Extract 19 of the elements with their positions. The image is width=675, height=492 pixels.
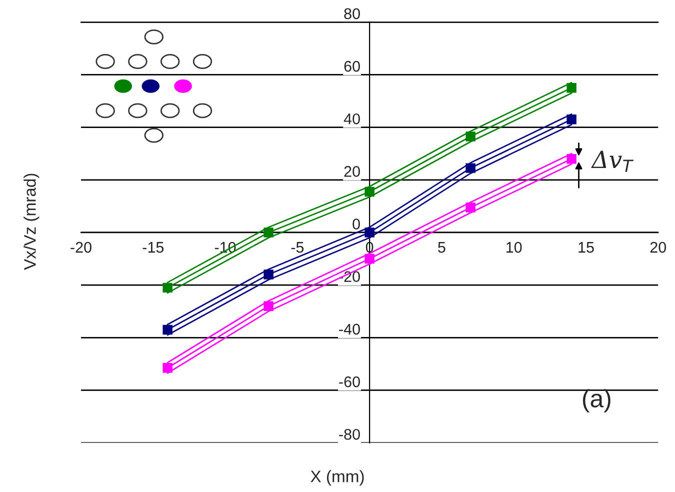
y-tick-label: 80 xyxy=(344,8,360,20)
y-tick-label: -80 xyxy=(339,428,360,440)
y-tick-label: 60 xyxy=(344,60,360,72)
y-tick-label: -60 xyxy=(339,376,360,388)
x-tick-label: -15 xyxy=(142,242,164,253)
y-tick-label: 0 xyxy=(352,218,360,230)
x-tick-label: 20 xyxy=(650,242,666,253)
annotation: (a) xyxy=(582,389,610,412)
y-tick-label: 40 xyxy=(344,113,360,124)
y-axis-title: Vx/Vz (mrad) xyxy=(24,174,40,270)
x-tick-label: -5 xyxy=(291,242,304,253)
y-tick-label: 20 xyxy=(344,166,360,177)
x-tick-label: 10 xyxy=(506,242,522,253)
x-tick-label: -20 xyxy=(70,242,92,253)
annotation: Δv$_{T}$ xyxy=(590,150,634,172)
y-tick-label: -40 xyxy=(339,324,360,335)
x-tick-label: 15 xyxy=(578,242,594,253)
x-tick-label: 5 xyxy=(438,242,446,253)
x-axis-title: X (mm) xyxy=(310,470,364,486)
